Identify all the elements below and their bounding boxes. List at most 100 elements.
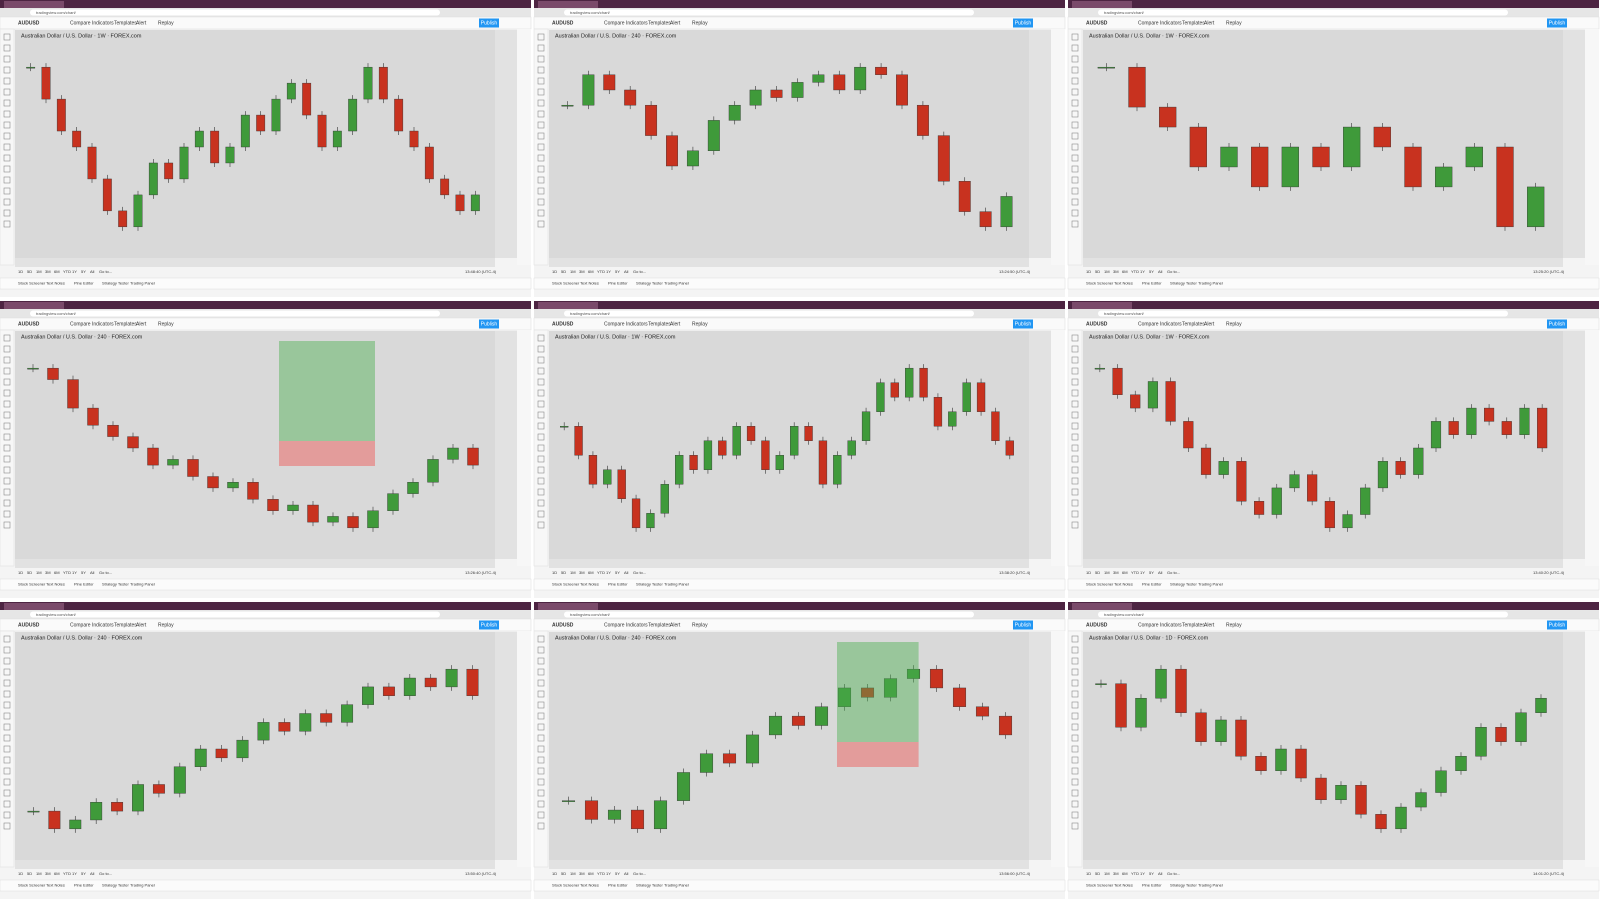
tool-icon[interactable] bbox=[3, 132, 11, 140]
tool-icon[interactable] bbox=[3, 378, 11, 386]
tool-icon[interactable] bbox=[1071, 778, 1079, 786]
publish-button[interactable] bbox=[1013, 319, 1033, 329]
url-field[interactable] bbox=[1098, 611, 1508, 618]
toolbar-button[interactable]: Compare bbox=[70, 321, 91, 327]
tool-icon[interactable] bbox=[537, 77, 545, 85]
range-button[interactable]: YTD bbox=[63, 871, 71, 876]
tool-icon[interactable] bbox=[1071, 433, 1079, 441]
bottom-tab[interactable]: Text Notes bbox=[46, 582, 65, 587]
range-button[interactable]: 1D bbox=[1086, 570, 1091, 575]
tool-icon[interactable] bbox=[3, 143, 11, 151]
tool-icon[interactable] bbox=[1071, 712, 1079, 720]
toolbar-button[interactable]: Templates bbox=[1182, 20, 1205, 26]
tool-icon[interactable] bbox=[1071, 466, 1079, 474]
tool-icon[interactable] bbox=[3, 822, 11, 830]
tool-icon[interactable] bbox=[537, 521, 545, 529]
tool-icon[interactable] bbox=[537, 356, 545, 364]
tool-icon[interactable] bbox=[3, 389, 11, 397]
bottom-tab[interactable]: Strategy Tester bbox=[1170, 883, 1197, 888]
tool-icon[interactable] bbox=[1071, 66, 1079, 74]
range-button[interactable]: 1M bbox=[36, 871, 42, 876]
range-button[interactable]: 3M bbox=[579, 570, 585, 575]
publish-button[interactable] bbox=[1547, 620, 1567, 630]
tool-icon[interactable] bbox=[3, 356, 11, 364]
tool-icon[interactable] bbox=[1071, 422, 1079, 430]
publish-button[interactable] bbox=[1547, 319, 1567, 329]
range-button[interactable]: All bbox=[90, 269, 95, 274]
tool-icon[interactable] bbox=[3, 477, 11, 485]
tool-icon[interactable] bbox=[1071, 143, 1079, 151]
tool-icon[interactable] bbox=[3, 99, 11, 107]
tool-icon[interactable] bbox=[1071, 510, 1079, 518]
range-button[interactable]: 1M bbox=[1104, 570, 1110, 575]
bottom-tab[interactable]: Pine Editor bbox=[74, 281, 94, 286]
tool-icon[interactable] bbox=[537, 411, 545, 419]
toolbar-button[interactable]: Indicators bbox=[92, 20, 114, 26]
tool-icon[interactable] bbox=[3, 690, 11, 698]
bottom-tab[interactable]: Strategy Tester bbox=[1170, 281, 1197, 286]
url-field[interactable] bbox=[30, 611, 440, 618]
tool-icon[interactable] bbox=[537, 99, 545, 107]
tool-icon[interactable] bbox=[3, 367, 11, 375]
tool-icon[interactable] bbox=[537, 778, 545, 786]
range-button[interactable]: Go to... bbox=[1167, 871, 1180, 876]
url-field[interactable] bbox=[564, 9, 974, 16]
range-button[interactable]: YTD bbox=[597, 570, 605, 575]
tool-icon[interactable] bbox=[1071, 400, 1079, 408]
tool-icon[interactable] bbox=[1071, 444, 1079, 452]
range-button[interactable]: 5Y bbox=[81, 871, 86, 876]
toolbar-button[interactable]: Alert bbox=[1204, 321, 1215, 327]
range-button[interactable]: 5D bbox=[27, 269, 32, 274]
tool-icon[interactable] bbox=[1071, 334, 1079, 342]
bottom-tab[interactable]: Text Notes bbox=[1114, 582, 1133, 587]
tool-icon[interactable] bbox=[537, 499, 545, 507]
range-button[interactable]: Go to... bbox=[99, 871, 112, 876]
toolbar-button[interactable]: Indicators bbox=[92, 622, 114, 628]
tool-icon[interactable] bbox=[1071, 767, 1079, 775]
tool-icon[interactable] bbox=[537, 723, 545, 731]
range-button[interactable]: 1Y bbox=[606, 269, 611, 274]
range-button[interactable]: 1M bbox=[570, 570, 576, 575]
toolbar-button[interactable]: Compare bbox=[604, 622, 625, 628]
range-button[interactable]: All bbox=[624, 570, 629, 575]
toolbar-button[interactable]: Indicators bbox=[92, 321, 114, 327]
tool-icon[interactable] bbox=[3, 455, 11, 463]
toolbar-button[interactable]: Templates bbox=[648, 321, 671, 327]
toolbar-button[interactable]: Templates bbox=[648, 622, 671, 628]
toolbar-button[interactable]: Replay bbox=[1226, 622, 1242, 628]
bottom-tab[interactable]: Trading Panel bbox=[664, 582, 689, 587]
tool-icon[interactable] bbox=[1071, 77, 1079, 85]
range-button[interactable]: Go to... bbox=[1167, 570, 1180, 575]
range-button[interactable]: 3M bbox=[579, 871, 585, 876]
bottom-tab[interactable]: Stock Screener bbox=[1086, 281, 1114, 286]
tool-icon[interactable] bbox=[3, 411, 11, 419]
toolbar-button[interactable]: Replay bbox=[158, 321, 174, 327]
toolbar-button[interactable]: Replay bbox=[692, 321, 708, 327]
bottom-tab[interactable]: Text Notes bbox=[46, 883, 65, 888]
range-button[interactable]: 5D bbox=[1095, 871, 1100, 876]
tool-icon[interactable] bbox=[1071, 99, 1079, 107]
tool-icon[interactable] bbox=[3, 66, 11, 74]
bottom-tab[interactable]: Trading Panel bbox=[130, 883, 155, 888]
tool-icon[interactable] bbox=[537, 367, 545, 375]
range-button[interactable]: 3M bbox=[1113, 570, 1119, 575]
range-button[interactable]: 3M bbox=[1113, 269, 1119, 274]
tool-icon[interactable] bbox=[537, 44, 545, 52]
bottom-tab[interactable]: Text Notes bbox=[1114, 281, 1133, 286]
tool-icon[interactable] bbox=[1071, 690, 1079, 698]
tool-icon[interactable] bbox=[3, 154, 11, 162]
tool-icon[interactable] bbox=[1071, 88, 1079, 96]
toolbar-button[interactable]: Replay bbox=[692, 622, 708, 628]
bottom-tab[interactable]: Trading Panel bbox=[664, 281, 689, 286]
toolbar-button[interactable]: Compare bbox=[1138, 20, 1159, 26]
bottom-tab[interactable]: Pine Editor bbox=[74, 883, 94, 888]
bottom-tab[interactable]: Stock Screener bbox=[1086, 883, 1114, 888]
range-button[interactable]: Go to... bbox=[633, 269, 646, 274]
tool-icon[interactable] bbox=[3, 444, 11, 452]
range-button[interactable]: 5D bbox=[27, 570, 32, 575]
range-button[interactable]: 5D bbox=[561, 269, 566, 274]
tool-icon[interactable] bbox=[3, 657, 11, 665]
range-button[interactable]: 1M bbox=[1104, 871, 1110, 876]
toolbar-button[interactable]: Templates bbox=[1182, 622, 1205, 628]
tool-icon[interactable] bbox=[3, 187, 11, 195]
